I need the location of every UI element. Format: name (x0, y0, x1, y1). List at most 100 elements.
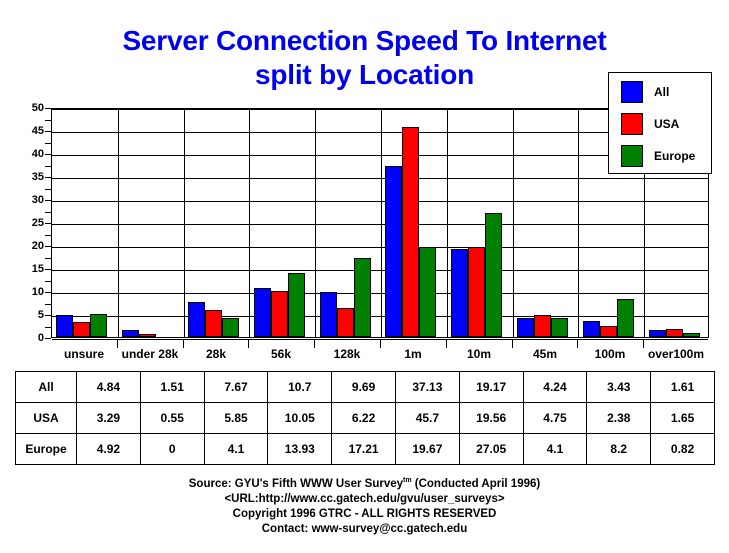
table-cell: 3.29 (76, 402, 141, 434)
y-axis-tick-mark (45, 108, 51, 109)
gridline-horizontal (52, 293, 708, 294)
bar-europe (419, 246, 436, 337)
y-axis-tick-label: 15 (31, 263, 44, 275)
bar-all (451, 248, 468, 337)
bar-group (122, 109, 173, 337)
bar-all (56, 314, 73, 337)
bar-usa (205, 310, 222, 337)
legend-item-europe[interactable]: Europe (621, 144, 695, 168)
table-cell: 4.92 (76, 433, 141, 465)
table-row: Europe 4.92 0 4.1 13.93 17.21 19.67 27.05 4.1 8.2… (15, 433, 715, 465)
y-axis-tick-mark (45, 200, 51, 201)
bar-group (649, 109, 700, 337)
x-axis-tick-mark (248, 339, 249, 348)
x-axis-tick-label: under 28k (121, 347, 179, 361)
bar-europe (617, 299, 634, 337)
y-axis-tick-mark (45, 212, 51, 213)
gridline-vertical (578, 109, 579, 337)
footer-credits: Source: GYU's Fifth WWW User Surveytm (C… (0, 473, 729, 537)
table-cell: 37.13 (394, 371, 460, 403)
table-row-header: All (15, 371, 77, 403)
y-axis-tick-mark (45, 120, 51, 121)
bar-usa (271, 290, 288, 337)
bar-europe (551, 318, 568, 337)
y-axis-tick-mark (45, 338, 51, 339)
gridline-vertical (447, 109, 448, 337)
table-row: All 4.84 1.51 7.67 10.7 9.69 37.13 19.17 4.24 3.4… (15, 371, 715, 403)
table-cell: 13.93 (267, 433, 333, 465)
table-cell: 4.1 (522, 433, 588, 465)
bar-usa (337, 308, 354, 337)
gridline-horizontal (52, 132, 708, 133)
legend-item-label: All (654, 85, 670, 99)
y-axis-tick-mark (45, 281, 51, 282)
title-line-1: Server Connection Speed To Internet (122, 25, 607, 56)
x-axis-tick-mark (183, 339, 184, 348)
page-title: Server Connection Speed To Internet spli… (0, 24, 729, 92)
legend-item-usa[interactable]: USA (621, 112, 679, 136)
x-axis-tick-label: 128k (333, 347, 361, 361)
gridline-horizontal (52, 247, 708, 248)
y-axis-tick-label: 0 (37, 332, 44, 344)
table-cell: 8.2 (586, 433, 652, 465)
legend-swatch-icon (621, 145, 643, 167)
gridline-vertical (644, 109, 645, 337)
table-row: USA 3.29 0.55 5.85 10.05 6.22 45.7 19.56 4.75 2.3… (15, 402, 715, 434)
y-axis-tick-mark (45, 304, 51, 305)
table-cell: 6.22 (331, 402, 396, 434)
bar-group (188, 109, 239, 337)
gridline-horizontal (52, 316, 708, 317)
y-axis-tick-label: 50 (31, 102, 44, 114)
x-axis-tick-mark (512, 339, 513, 348)
table-cell: 19.67 (394, 433, 460, 465)
table-cell: 17.21 (331, 433, 396, 465)
table-cell: 0.55 (139, 402, 205, 434)
table-cell: 1.61 (650, 371, 715, 403)
table-cell: 19.56 (458, 402, 524, 434)
footer-line-url: <URL:http://www.cc.gatech.edu/gvu/user_s… (224, 492, 505, 505)
gridline-horizontal (52, 155, 708, 156)
x-axis-tick-label: 10m (466, 347, 492, 361)
bar-group (583, 109, 634, 337)
gridline-vertical (381, 109, 382, 337)
bar-all (188, 301, 205, 337)
footer-source-text: Source: GYU's Fifth WWW User Survey (188, 477, 404, 490)
bar-group (451, 109, 502, 337)
y-axis-tick-mark (45, 292, 51, 293)
bar-usa (139, 334, 156, 337)
bar-europe (222, 318, 239, 337)
table-cell: 0 (139, 433, 205, 465)
y-axis-tick-mark (45, 315, 51, 316)
bar-all (517, 317, 534, 337)
gridline-horizontal (52, 201, 708, 202)
table-cell: 10.05 (267, 402, 333, 434)
x-axis-tick-label: over100m (647, 347, 705, 361)
bar-all (583, 321, 600, 337)
y-axis-tick-label: 30 (31, 194, 44, 206)
table-cell: 7.67 (203, 371, 269, 403)
y-axis-tick-mark (45, 189, 51, 190)
y-axis-tick-mark (45, 235, 51, 236)
x-axis-tick-mark (446, 339, 447, 348)
y-axis-tick-mark (45, 258, 51, 259)
y-axis-tick-label: 5 (37, 309, 44, 321)
y-axis-tick-label: 45 (31, 125, 44, 137)
legend-item-label: USA (654, 117, 680, 131)
x-axis-tick-mark (577, 339, 578, 348)
y-axis-tick-mark (45, 166, 51, 167)
footer-line-contact: Contact: www-survey@cc.gatech.edu (261, 522, 468, 535)
y-axis-tick-mark (45, 327, 51, 328)
footer-source-date: (Conducted April 1996) (411, 477, 541, 490)
x-axis-tick-mark (380, 339, 381, 348)
table-cell: 10.7 (267, 371, 333, 403)
footer-line-source: Source: GYU's Fifth WWW User Surveytm (C… (0, 473, 729, 492)
legend-item-label: Europe (654, 149, 696, 163)
table-cell: 4.1 (203, 433, 269, 465)
table-cell: 5.85 (203, 402, 269, 434)
x-axis-tick-mark (117, 339, 118, 348)
legend-item-all[interactable]: All (621, 80, 669, 104)
bar-usa (468, 247, 485, 337)
bar-all (649, 329, 666, 337)
bar-group (385, 109, 436, 337)
x-axis-tick-label: 45m (532, 347, 558, 361)
